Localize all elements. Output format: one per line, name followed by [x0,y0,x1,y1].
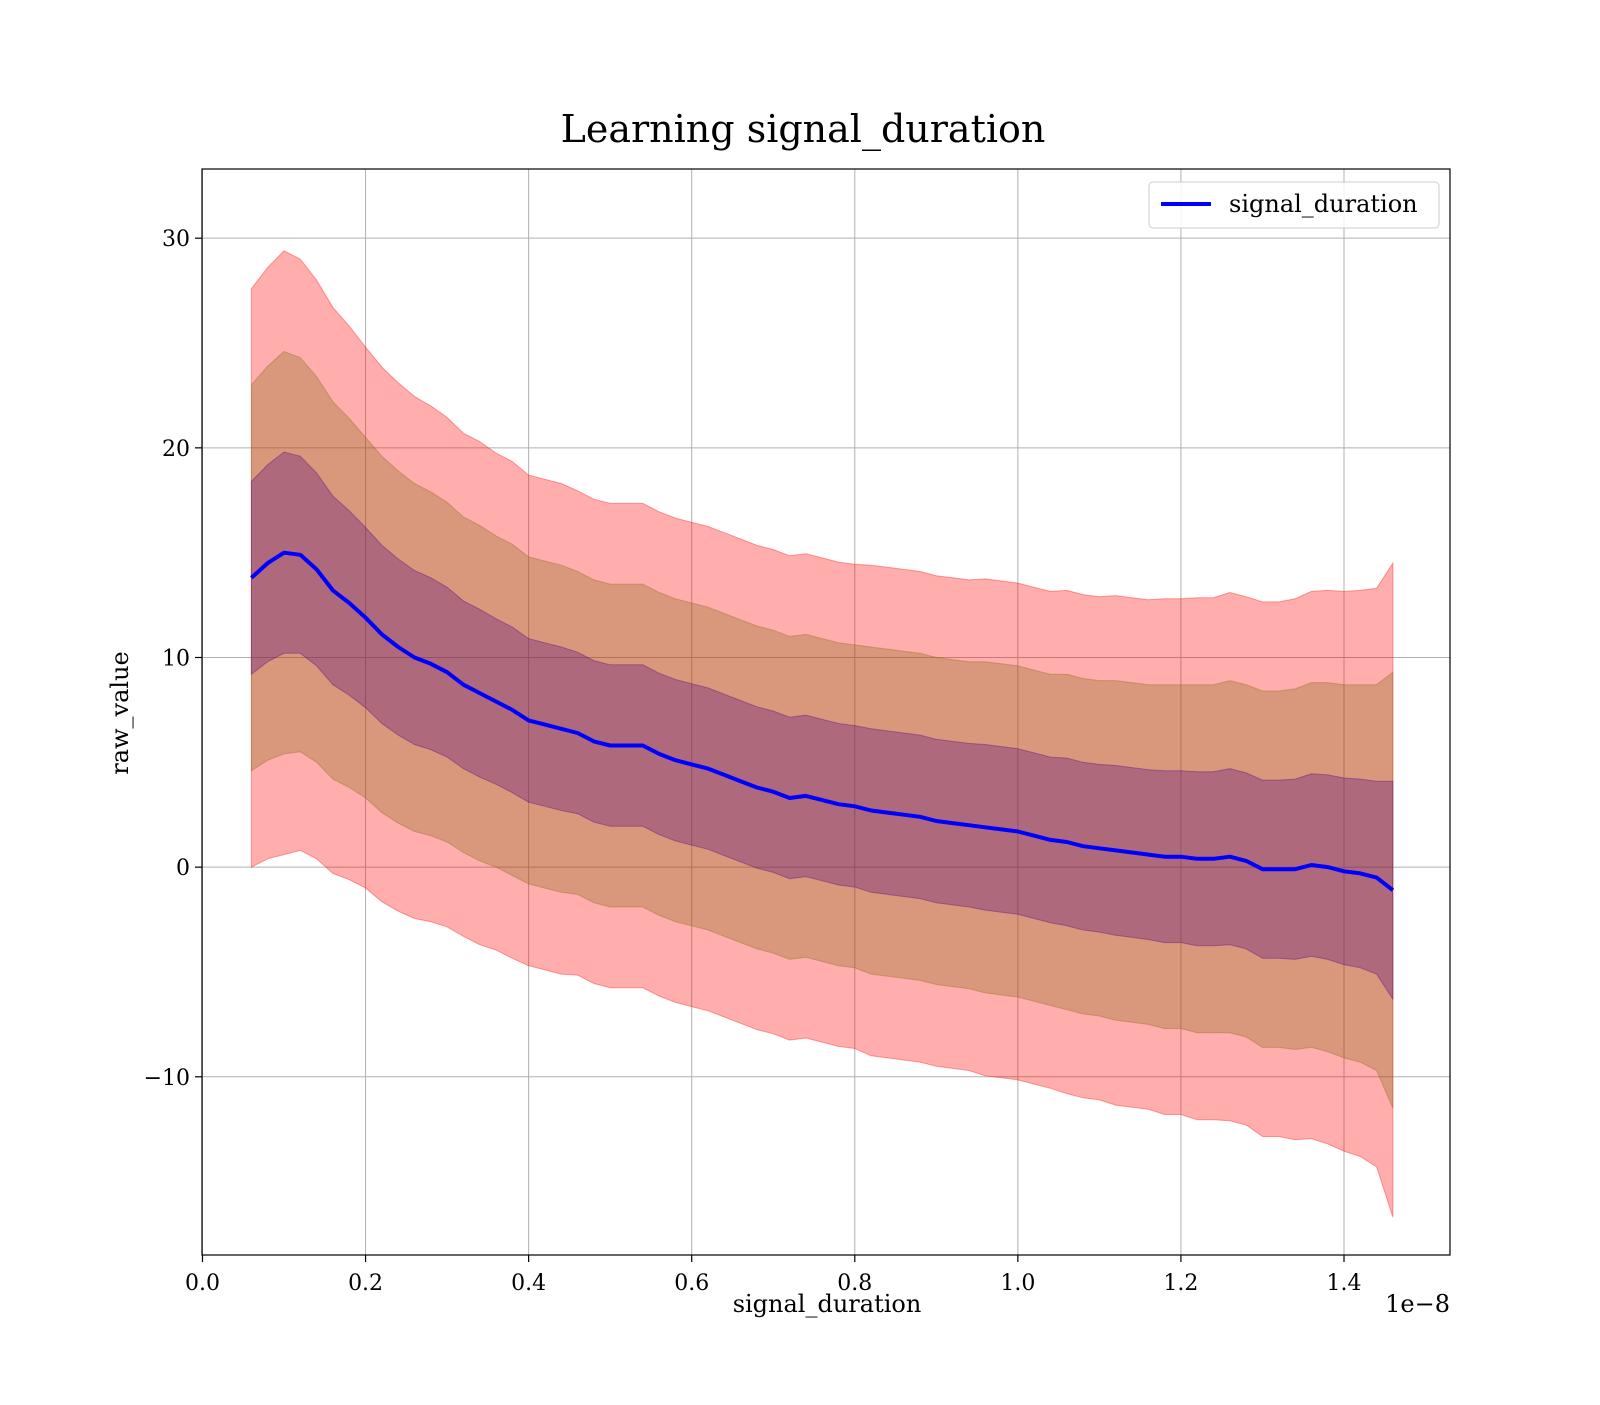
std-bands [250,250,1394,1218]
y-axis-ticks: −10 0 10 20 30 [144,227,202,1091]
y-tick-label: 10 [162,646,190,671]
legend-box [1148,181,1440,229]
series-line [250,550,1395,892]
x-tick-label: 1.2 [1163,1271,1198,1296]
legend-label: signal_duration [1229,190,1418,218]
y-tick-label: 20 [162,437,190,462]
grid [201,169,1450,1255]
x-axis-offset-label: 1e−8 [1385,1290,1450,1318]
y-tick-label: 30 [162,227,190,252]
std-band-3sigma [250,250,1394,1218]
series-lines [250,550,1395,892]
legend: signal_duration [1148,181,1440,229]
x-axis-label: signal_duration [733,1290,922,1318]
x-tick-label: 0.8 [837,1271,872,1296]
x-tick-label: 0.0 [185,1271,220,1296]
std-band-1sigma [250,451,1394,1001]
y-tick-label: −10 [144,1066,190,1091]
x-tick-label: 1.4 [1327,1271,1362,1296]
y-axis-label: raw_value [106,651,134,775]
x-tick-label: 1.0 [1000,1271,1035,1296]
x-axis-ticks: 0.0 0.2 0.4 0.6 0.8 1.0 1.2 1.4 [185,1255,1362,1296]
std-band-2sigma [250,350,1394,1109]
x-tick-label: 0.2 [348,1271,383,1296]
x-tick-label: 0.4 [511,1271,546,1296]
plot-frame [201,168,1451,1256]
chart-title: Learning signal_duration [561,107,1046,152]
x-tick-label: 0.6 [674,1271,709,1296]
y-tick-label: 0 [176,856,190,881]
